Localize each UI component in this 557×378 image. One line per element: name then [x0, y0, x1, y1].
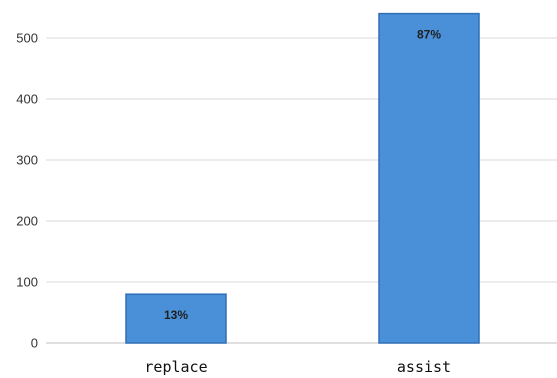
y-tick-label: 400 — [16, 92, 38, 107]
y-tick-label: 0 — [31, 336, 38, 351]
y-tick-label: 100 — [16, 275, 38, 290]
x-axis-categories: replace assist — [144, 358, 451, 376]
data-labels: 13% 87% — [164, 28, 441, 323]
x-category-label: replace — [144, 358, 207, 376]
bar-replace — [125, 293, 227, 344]
gridlines — [46, 37, 557, 344]
y-axis-ticks: 0 100 200 300 400 500 — [16, 31, 38, 351]
x-category-label: assist — [397, 358, 451, 376]
data-label-replace: 13% — [164, 308, 188, 322]
y-tick-label: 500 — [16, 31, 38, 46]
bars — [125, 12, 480, 344]
data-label-assist: 87% — [417, 28, 441, 42]
y-tick-label: 300 — [16, 153, 38, 168]
bar-assist — [378, 12, 480, 344]
y-tick-label: 200 — [16, 214, 38, 229]
